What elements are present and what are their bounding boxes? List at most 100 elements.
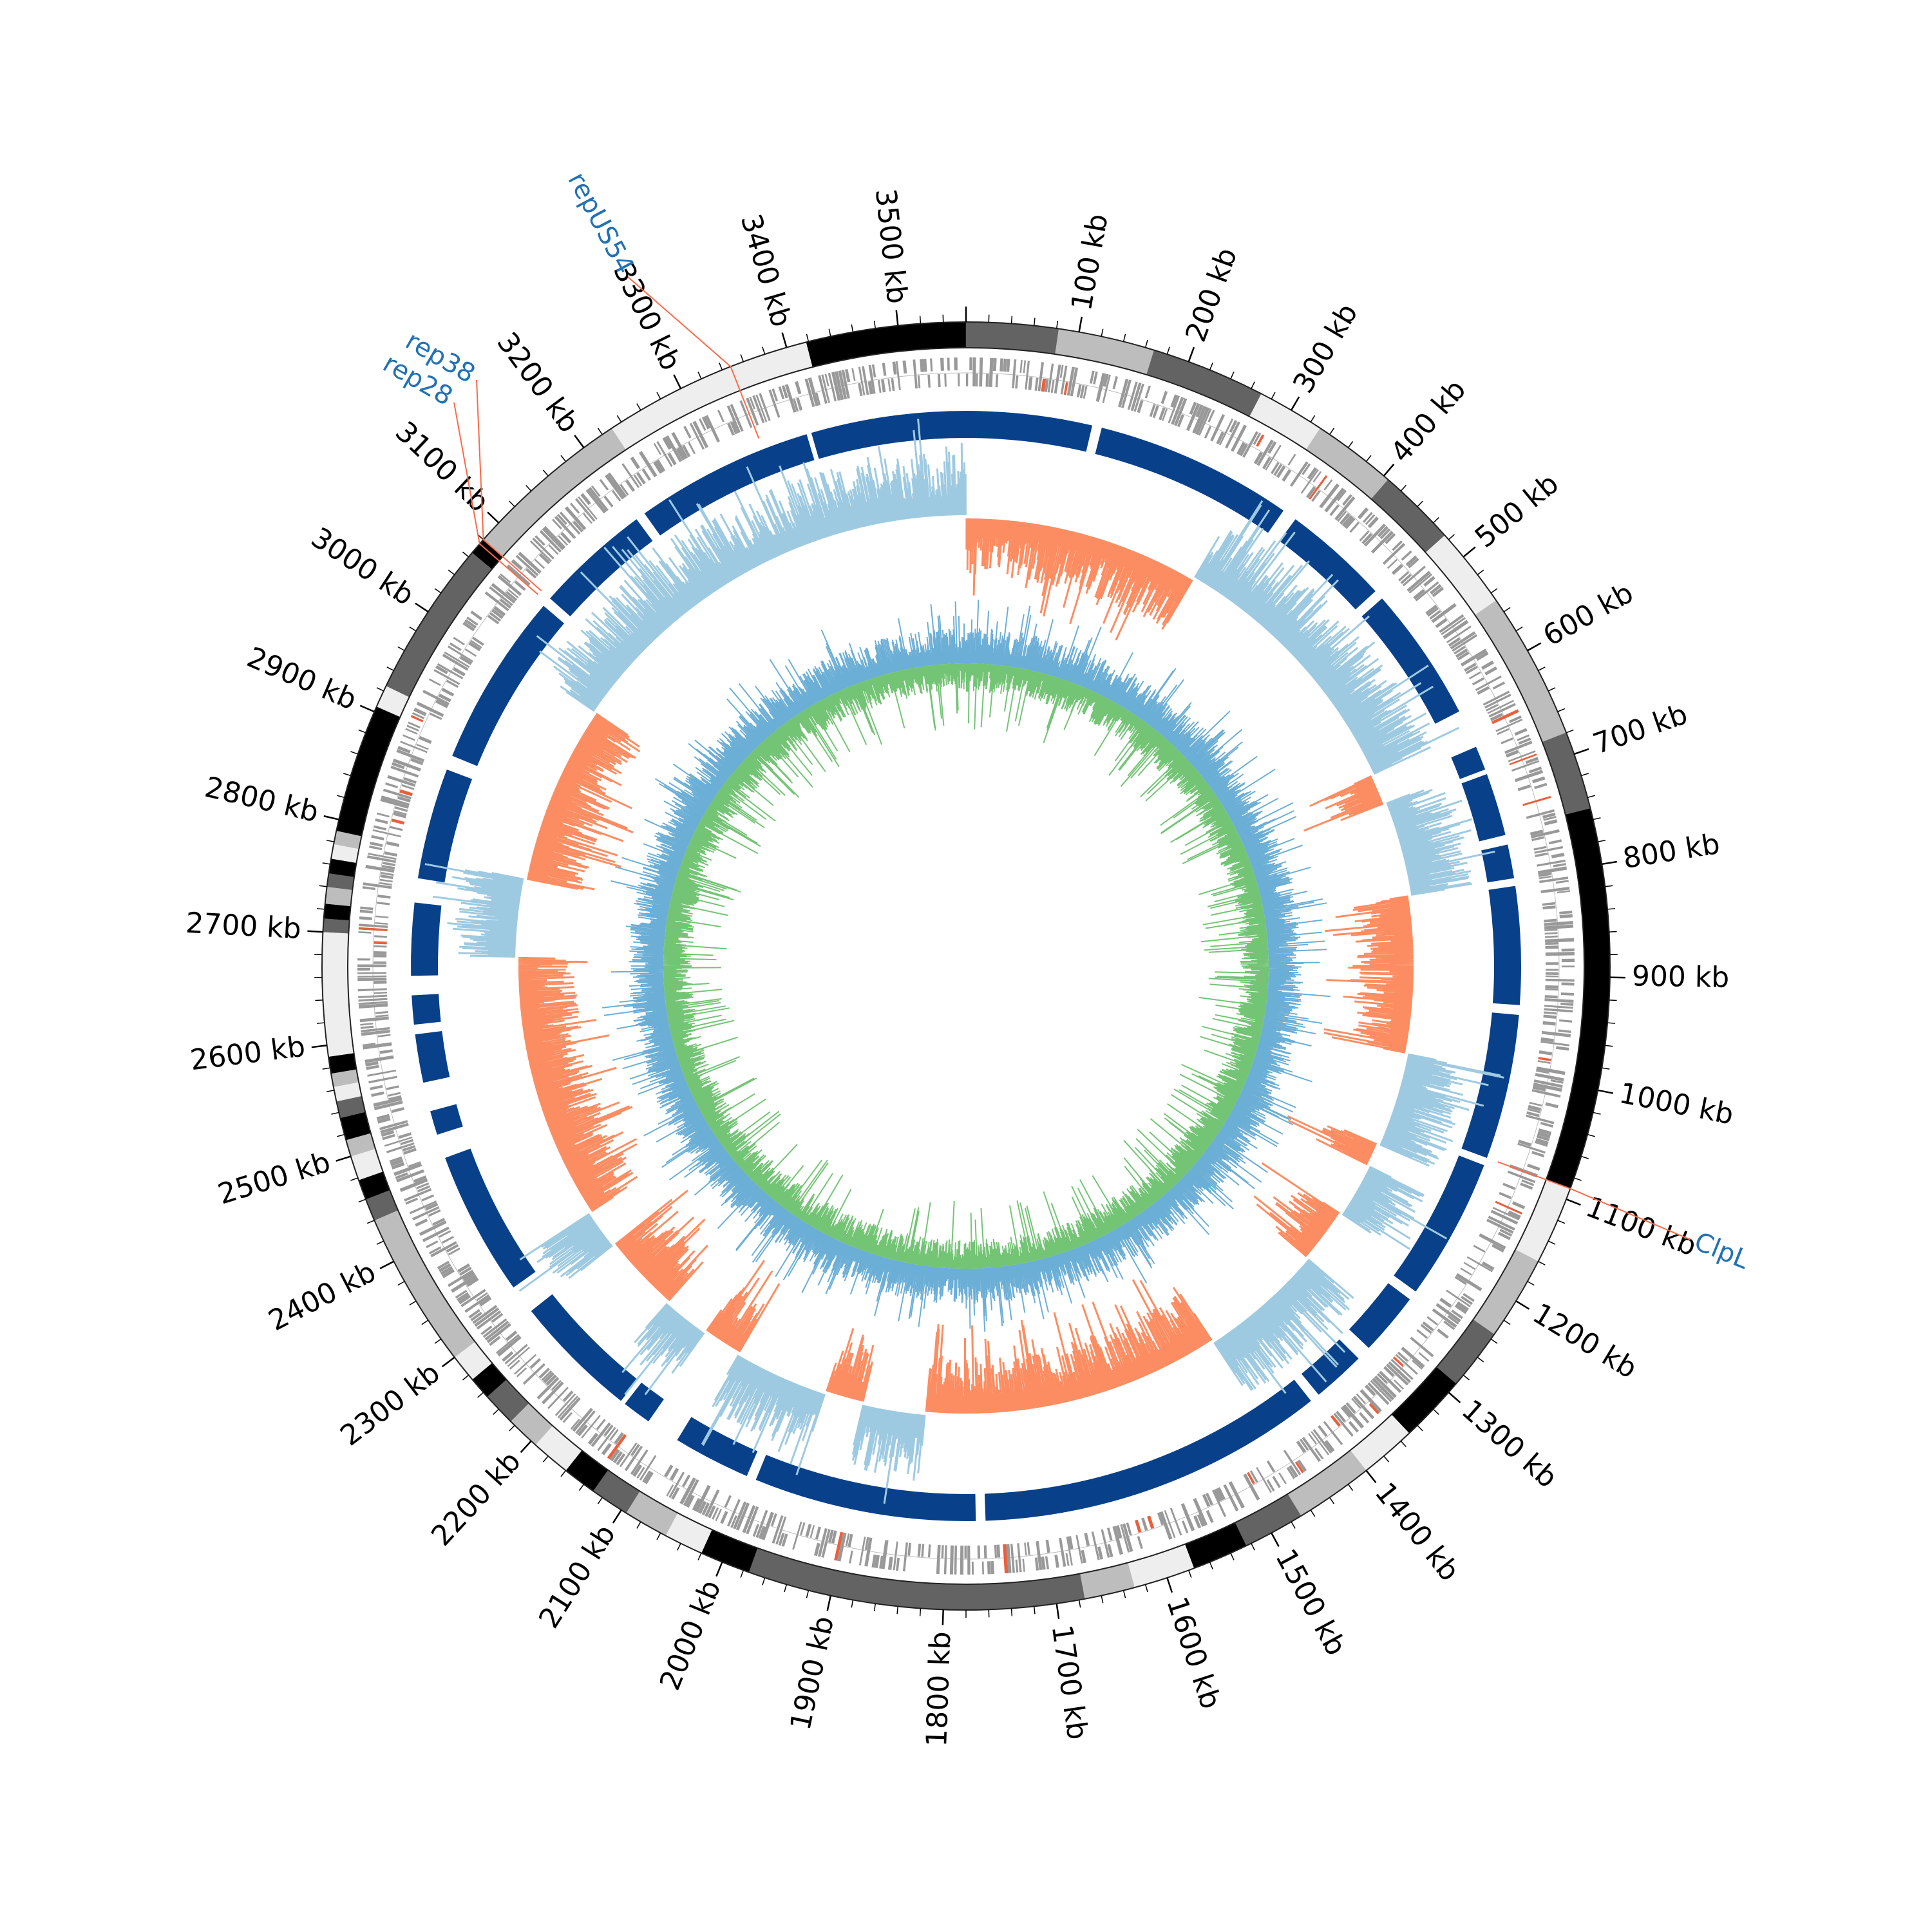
gene-feature xyxy=(580,493,591,506)
gene-feature xyxy=(466,616,478,626)
gene-feature xyxy=(636,472,646,485)
gene-feature xyxy=(936,1544,941,1575)
gene-feature xyxy=(746,1506,759,1535)
gene-feature xyxy=(921,1544,925,1557)
gene-feature xyxy=(1273,464,1283,476)
gene-feature xyxy=(464,619,477,629)
gene-feature xyxy=(1023,360,1027,374)
gene-feature xyxy=(638,451,658,478)
gene-feature xyxy=(923,359,927,372)
gene-feature xyxy=(1271,462,1280,475)
minor-tick xyxy=(526,485,532,491)
gene-feature xyxy=(1305,486,1316,498)
tick-label: 2400 kb xyxy=(263,1255,381,1338)
gene-feature xyxy=(669,1468,679,1481)
minor-tick xyxy=(636,1521,641,1529)
gene-feature xyxy=(374,941,387,945)
minor-tick xyxy=(784,1584,788,1593)
minor-tick xyxy=(873,1603,876,1612)
tick-label: 800 kb xyxy=(1621,828,1723,875)
gene-feature xyxy=(1186,402,1200,431)
coverage-segment xyxy=(1461,1012,1519,1158)
minor-tick xyxy=(397,1281,405,1286)
minor-tick xyxy=(656,392,661,399)
minor-tick xyxy=(462,1374,469,1381)
tick-label: 2600 kb xyxy=(188,1030,307,1077)
gene-feature xyxy=(755,394,768,422)
gene-feature xyxy=(838,370,848,400)
gene-feature xyxy=(1229,420,1238,433)
gene-feature xyxy=(1499,1191,1512,1200)
gene-feature xyxy=(1520,1182,1533,1190)
gene-feature xyxy=(515,554,539,576)
gene-feature xyxy=(1112,1526,1124,1555)
gene-feature xyxy=(1504,741,1533,754)
gene-feature xyxy=(1382,542,1406,565)
gene-feature xyxy=(656,440,673,468)
gene-feature xyxy=(1542,812,1556,819)
tick-label: 2300 kb xyxy=(334,1356,446,1452)
gene-feature xyxy=(375,818,388,824)
gene-feature xyxy=(664,1464,674,1478)
gene-feature xyxy=(559,511,581,535)
gene-feature xyxy=(403,1148,417,1155)
minor-tick xyxy=(762,1577,766,1586)
gene-feature xyxy=(395,1172,408,1180)
gene-feature xyxy=(564,506,587,531)
gene-feature xyxy=(929,358,933,372)
gene-feature xyxy=(1521,1179,1535,1186)
gene-feature xyxy=(1383,1366,1395,1378)
tick-label: 3000 kb xyxy=(305,521,420,612)
gene-feature xyxy=(596,1419,606,1430)
gene-feature xyxy=(379,878,393,883)
gene-feature xyxy=(375,1014,389,1018)
gene-feature xyxy=(393,811,406,819)
minor-tick xyxy=(1477,1356,1484,1363)
gene-feature xyxy=(442,1269,455,1278)
gene-feature xyxy=(685,1495,695,1508)
tick-label: 1700 kb xyxy=(1045,1623,1094,1742)
gene-feature xyxy=(535,535,545,546)
gene-feature xyxy=(1446,625,1472,643)
gene-feature xyxy=(360,1023,374,1026)
gene-feature xyxy=(976,374,978,387)
gene-feature xyxy=(1198,408,1212,436)
gene-feature xyxy=(1147,1515,1155,1529)
gene-feature xyxy=(917,375,921,389)
gene-feature xyxy=(384,851,398,857)
gene-feature xyxy=(1535,1073,1564,1082)
gene-feature xyxy=(676,448,686,461)
gene-feature xyxy=(1231,424,1247,452)
gene-feature xyxy=(1152,404,1159,419)
minor-tick xyxy=(366,1220,375,1224)
gene-feature xyxy=(430,1241,457,1258)
gene-feature xyxy=(408,721,421,729)
gene-feature xyxy=(554,1393,576,1416)
gene-feature xyxy=(374,951,387,954)
coverage-segment xyxy=(1488,886,1521,1005)
gene-feature xyxy=(393,1162,422,1177)
gene-feature xyxy=(917,1543,922,1557)
gene-feature xyxy=(435,665,448,674)
gene-feature xyxy=(1505,750,1519,758)
gene-feature xyxy=(1558,1019,1573,1023)
gene-feature xyxy=(359,1016,389,1023)
gene-feature xyxy=(382,1133,395,1141)
gene-feature xyxy=(476,1310,502,1330)
minor-tick xyxy=(1557,1220,1566,1224)
gene-feature xyxy=(446,1244,459,1253)
gene-feature xyxy=(1336,489,1347,502)
gene-feature xyxy=(1314,1448,1324,1460)
minor-tick xyxy=(331,1112,339,1115)
gene-feature xyxy=(958,374,960,387)
gene-feature xyxy=(462,621,475,632)
gene-feature xyxy=(896,1557,900,1571)
gene-feature xyxy=(1525,757,1539,764)
minor-tick xyxy=(1490,588,1498,594)
minor-tick xyxy=(1329,428,1335,435)
gene-feature xyxy=(1015,1559,1019,1573)
gene-feature xyxy=(362,886,376,891)
minor-tick xyxy=(1347,1484,1354,1491)
gene-feature xyxy=(1045,1539,1050,1553)
gene-feature xyxy=(429,1246,442,1255)
